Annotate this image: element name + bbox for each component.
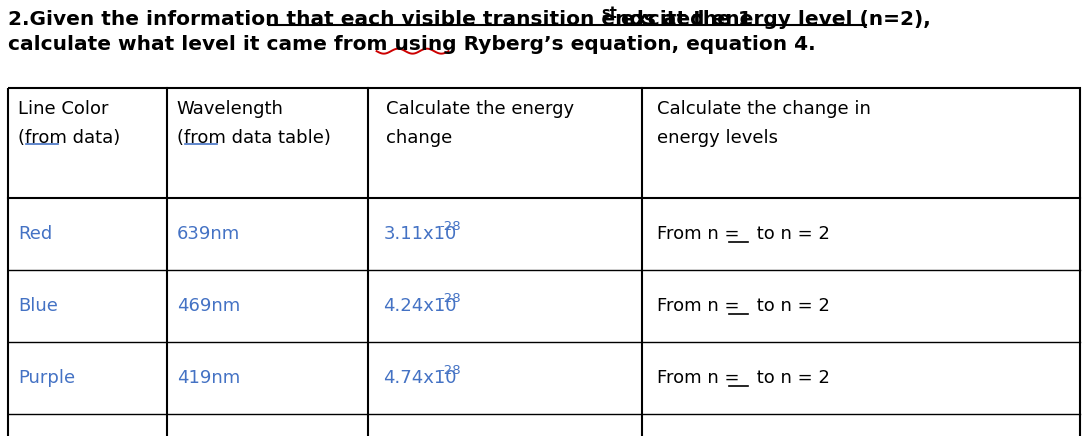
Text: 469nm: 469nm (177, 297, 240, 315)
Text: Line Color: Line Color (18, 100, 109, 118)
Text: to n = 2: to n = 2 (752, 297, 831, 315)
Text: (from data table): (from data table) (177, 129, 330, 146)
Text: 2.Given the information that each visible transition ends at the 1: 2.Given the information that each visibl… (8, 10, 752, 29)
Text: -28: -28 (439, 293, 460, 305)
Text: From n =: From n = (657, 297, 745, 315)
Text: to n = 2: to n = 2 (752, 225, 831, 243)
Text: From n =: From n = (657, 369, 745, 387)
Text: 419nm: 419nm (177, 369, 240, 387)
Text: -28: -28 (439, 220, 460, 233)
Text: 3.11x10: 3.11x10 (383, 225, 456, 243)
Text: -28: -28 (439, 364, 460, 377)
Text: (from data): (from data) (18, 129, 121, 146)
Text: Blue: Blue (18, 297, 58, 315)
Text: Wavelength: Wavelength (177, 100, 283, 118)
Text: excited energy level (n=2),: excited energy level (n=2), (615, 10, 931, 29)
Text: 4.24x10: 4.24x10 (383, 297, 457, 315)
Text: 639nm: 639nm (177, 225, 240, 243)
Text: Purple: Purple (18, 369, 75, 387)
Text: Red: Red (18, 225, 52, 243)
Text: energy levels: energy levels (657, 129, 778, 146)
Text: st: st (602, 6, 617, 21)
Text: Calculate the change in: Calculate the change in (657, 100, 870, 118)
Text: to n = 2: to n = 2 (752, 369, 831, 387)
Text: change: change (387, 129, 453, 146)
Text: calculate what level it came from using Ryberg’s equation, equation 4.: calculate what level it came from using … (8, 35, 816, 54)
Text: 4.74x10: 4.74x10 (383, 369, 457, 387)
Text: From n =: From n = (657, 225, 745, 243)
Text: Calculate the energy: Calculate the energy (387, 100, 574, 118)
